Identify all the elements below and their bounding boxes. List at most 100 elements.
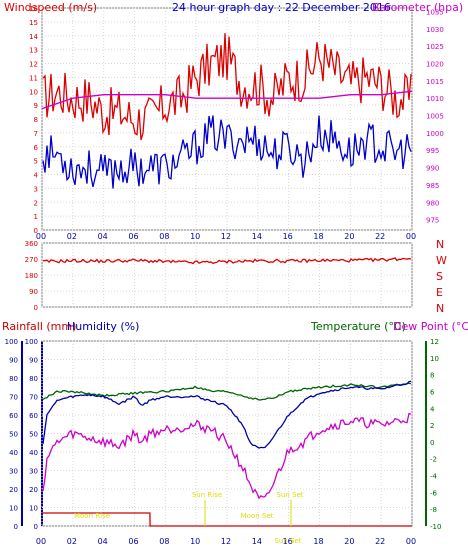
compass-letter: S <box>436 270 443 283</box>
time-tick-label: 16 <box>283 537 293 546</box>
astro-annotation: Sun Rise <box>192 491 222 499</box>
compass-letter: N <box>436 238 444 251</box>
time-tick-label: 00 <box>36 232 46 241</box>
windspeed-tick-label: 10 <box>29 88 38 96</box>
temperature-tick-label: -6 <box>430 489 438 497</box>
humidity-tick-label: 40 <box>29 449 38 457</box>
time-tick-label: 02 <box>67 537 77 546</box>
direction-tick-label: 90 <box>29 288 38 296</box>
humidity-tick-label: 30 <box>29 468 38 476</box>
astro-annotations: Moon Rise Sun Rise Moon Set Sun Set Sun Set <box>74 491 304 545</box>
windspeed-tick-label: 12 <box>29 61 38 69</box>
temperature-tick-label: -10 <box>430 523 441 531</box>
compass-letter: W <box>436 254 447 267</box>
dewpoint-line <box>42 412 412 500</box>
direction-plot-frame <box>41 242 413 308</box>
rainfall-tick-label: 20 <box>9 486 18 494</box>
gust-line <box>42 33 412 141</box>
bottom-time-ticks: 00 02 04 06 08 10 12 14 16 18 20 22 00 <box>36 537 416 546</box>
windspeed-tick-label: 7 <box>34 130 38 138</box>
barometer-tick-label: 975 <box>426 217 439 225</box>
temperature-tick-label: 10 <box>430 355 439 363</box>
rainfall-tick-label: 10 <box>9 505 18 513</box>
direction-tick-label: 270 <box>25 256 38 264</box>
humidity-tick-label: 50 <box>29 431 38 439</box>
time-tick-label: 16 <box>283 232 293 241</box>
time-tick-label: 22 <box>375 232 385 241</box>
temperature-tick-label: 2 <box>430 422 434 430</box>
temperature-tick-label: -8 <box>430 506 437 514</box>
rainfall-ticks: 0 10 20 30 40 50 60 70 80 90 100 <box>5 338 18 531</box>
windspeed-tick-label: 15 <box>29 19 38 27</box>
humidity-tick-label: 80 <box>29 375 38 383</box>
time-tick-label: 02 <box>67 232 77 241</box>
rainfall-line <box>42 512 412 527</box>
rainfall-axis-label: Rainfall (mm) <box>2 320 76 333</box>
rainfall-tick-label: 50 <box>9 431 18 439</box>
time-tick-label: 12 <box>221 232 231 241</box>
time-tick-label: 00 <box>36 537 46 546</box>
direction-tick-label: 180 <box>25 272 38 280</box>
rainfall-tick-label: 0 <box>14 523 18 531</box>
time-tick-label: 10 <box>190 537 200 546</box>
time-tick-label: 00 <box>406 537 416 546</box>
barometer-tick-label: 1015 <box>426 78 444 86</box>
time-tick-label: 00 <box>406 232 416 241</box>
time-tick-label: 22 <box>375 537 385 546</box>
time-tick-label: 06 <box>128 537 138 546</box>
astro-annotation: Moon Set <box>241 512 274 520</box>
humidity-tick-label: 0 <box>34 523 38 531</box>
time-tick-label: 08 <box>159 537 169 546</box>
humidity-tick-label: 100 <box>25 338 38 346</box>
chart-title: 24 hour graph day : 22 December 2016 <box>172 1 391 14</box>
top-time-ticks: 00 02 04 06 08 10 12 14 16 18 20 22 00 <box>36 232 416 241</box>
windspeed-tick-label: 3 <box>34 185 38 193</box>
barometer-tick-label: 990 <box>426 165 439 173</box>
rainfall-tick-label: 60 <box>9 412 18 420</box>
windspeed-tick-label: 13 <box>29 47 38 55</box>
barometer-ticks: 975 980 985 990 995 1000 1005 1010 1015 1020 1025 1… <box>426 8 444 224</box>
dewpoint-axis-label: Dew Point (°C) <box>393 320 468 333</box>
temperature-tick-label: 6 <box>430 388 435 396</box>
humidity-axis-label: Humidity (%) <box>67 320 139 333</box>
rainfall-tick-label: 30 <box>9 468 18 476</box>
climate-grid <box>21 340 427 527</box>
time-tick-label: 18 <box>313 537 323 546</box>
temperature-tick-label: -4 <box>430 473 438 481</box>
barometer-tick-label: 1025 <box>426 43 444 51</box>
wind-grid <box>41 7 413 231</box>
time-tick-label: 14 <box>252 537 262 546</box>
time-tick-label: 14 <box>252 232 262 241</box>
time-tick-label: 10 <box>190 232 200 241</box>
windspeed-tick-label: 14 <box>29 33 38 41</box>
barometer-axis-label: Barometer (hpa) <box>372 1 463 14</box>
rainfall-tick-label: 40 <box>9 449 18 457</box>
windspeed-axis-label: Windspeed (m/s) <box>4 1 97 14</box>
astro-annotation: Sun Set <box>276 491 303 499</box>
rainfall-tick-label: 100 <box>5 338 18 346</box>
humidity-line <box>42 380 412 449</box>
time-tick-label: 08 <box>159 232 169 241</box>
windspeed-tick-label: 1 <box>34 213 38 221</box>
wind-direction-line <box>42 257 412 265</box>
temperature-tick-label: 12 <box>430 338 439 346</box>
windspeed-tick-label: 4 <box>34 172 39 180</box>
windspeed-tick-label: 2 <box>34 199 38 207</box>
humidity-ticks: 0 10 20 30 40 50 60 70 80 90 100 <box>25 338 38 531</box>
time-tick-label: 04 <box>98 537 108 546</box>
barometer-line <box>41 90 413 110</box>
windspeed-tick-label: 8 <box>34 116 38 124</box>
direction-ticks: 0 90 180 270 360 <box>25 240 38 312</box>
astro-annotation: Sun Set <box>274 537 301 545</box>
compass-letter: N <box>436 302 444 315</box>
time-tick-label: 04 <box>98 232 108 241</box>
compass-letter: E <box>436 286 443 299</box>
temperature-line <box>42 382 412 401</box>
barometer-tick-label: 995 <box>426 147 439 155</box>
barometer-tick-label: 1030 <box>426 26 444 34</box>
